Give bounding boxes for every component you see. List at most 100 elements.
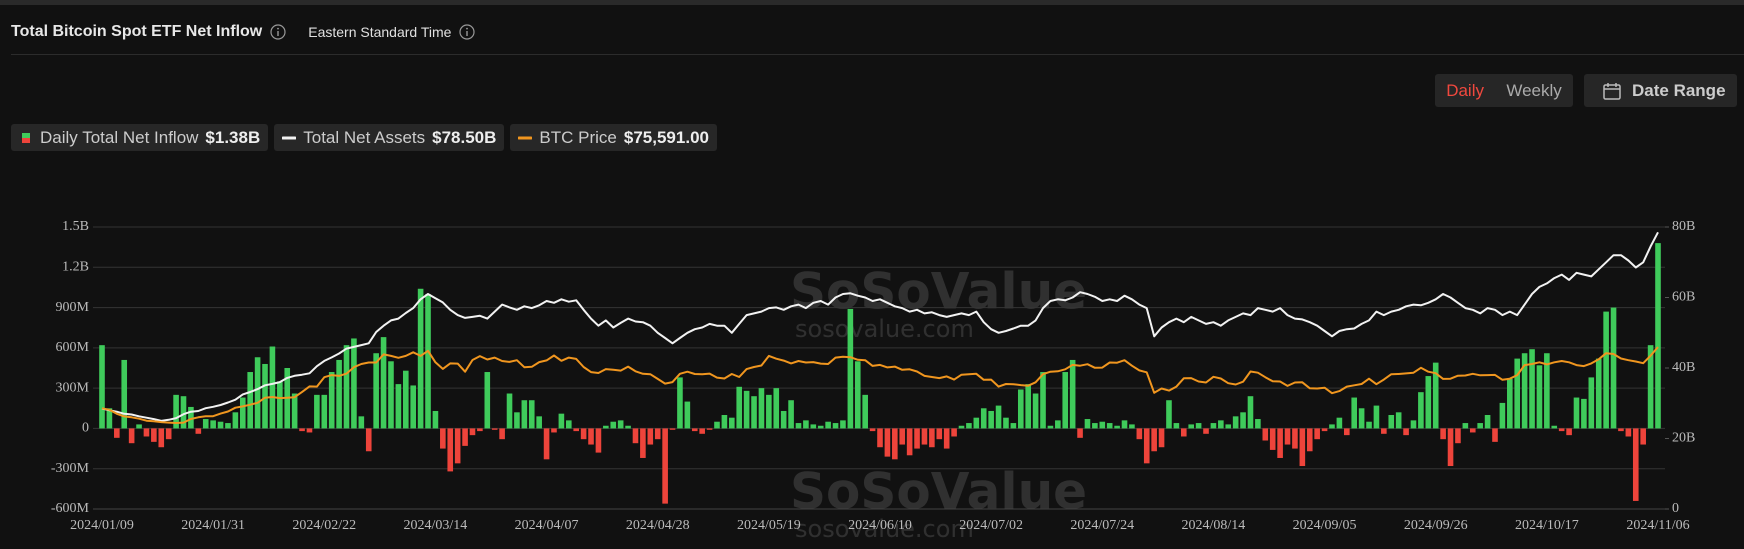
bar	[365, 428, 372, 452]
info-icon[interactable]	[270, 24, 286, 40]
y-tick-label: 1.5B	[62, 219, 89, 234]
bar	[980, 408, 987, 429]
bar	[1173, 423, 1180, 429]
bar	[1121, 420, 1128, 429]
bar	[691, 428, 698, 432]
bar	[291, 393, 298, 429]
legend-value: $1.38B	[205, 127, 261, 147]
bar	[803, 420, 809, 429]
x-tick-label: 2024/09/26	[1404, 518, 1468, 533]
daily-button[interactable]: Daily	[1446, 80, 1484, 100]
bar	[943, 428, 950, 449]
bar	[1447, 428, 1454, 467]
bar	[677, 377, 683, 429]
bar	[432, 410, 439, 429]
bar	[1647, 345, 1654, 429]
legend-item[interactable]: Total Net Assets $78.50B	[274, 124, 505, 151]
bar	[884, 428, 891, 457]
bar	[810, 424, 817, 429]
bar	[1573, 397, 1580, 429]
legend-icon	[518, 136, 533, 139]
bar	[914, 428, 920, 449]
bar	[929, 428, 935, 448]
bar	[1143, 428, 1150, 464]
bar	[1529, 349, 1535, 429]
bar	[647, 428, 654, 445]
bar	[1299, 428, 1306, 467]
date-range-button[interactable]: Date Range	[1584, 74, 1737, 107]
bar	[1655, 243, 1661, 429]
watermark-url: sosovalue.com	[795, 515, 974, 543]
bar	[128, 428, 135, 444]
bar	[758, 388, 765, 429]
bar	[447, 428, 454, 472]
bar	[136, 424, 142, 429]
bar	[1069, 359, 1076, 429]
legend-item[interactable]: Daily Total Net Inflow $1.38B	[11, 124, 269, 151]
bar	[1344, 428, 1350, 436]
bar	[351, 338, 357, 429]
bar	[899, 428, 906, 445]
bar	[1440, 428, 1446, 440]
bar	[573, 428, 580, 432]
y-tick-label: 600M	[56, 340, 90, 355]
legend-value: $75,591.00	[623, 127, 709, 147]
bar	[854, 361, 861, 429]
bar	[1136, 428, 1143, 440]
bar	[1499, 402, 1506, 429]
bar	[1055, 420, 1061, 429]
bar	[699, 428, 705, 434]
bar	[936, 428, 943, 440]
bar	[1610, 307, 1617, 429]
bar	[1603, 311, 1609, 429]
top-bar	[0, 0, 1744, 5]
bar	[721, 415, 728, 429]
x-tick-label: 2024/04/07	[515, 518, 579, 533]
bar	[1017, 389, 1024, 429]
bar	[1632, 428, 1639, 501]
bar	[373, 353, 379, 429]
bar	[1114, 425, 1120, 429]
bar	[640, 428, 646, 458]
bar	[736, 386, 743, 429]
legend: Daily Total Net Inflow $1.38B Total Net As…	[11, 124, 717, 151]
bar	[1336, 417, 1343, 429]
bar	[832, 423, 839, 429]
bar	[1625, 428, 1632, 437]
bar	[321, 394, 328, 429]
bar	[654, 428, 661, 440]
bar	[1166, 400, 1172, 429]
bar	[1588, 377, 1595, 429]
bar	[1558, 428, 1565, 432]
bar	[684, 401, 691, 429]
bar	[610, 421, 617, 429]
bar	[632, 428, 639, 444]
info-icon[interactable]	[459, 24, 476, 40]
bar	[499, 428, 505, 440]
bar	[1277, 428, 1283, 458]
bar	[1188, 424, 1194, 429]
bar	[973, 417, 980, 429]
bar	[1003, 417, 1009, 429]
bar	[106, 408, 113, 429]
bar	[417, 288, 424, 429]
bar	[1395, 412, 1402, 429]
legend-item[interactable]: BTC Price $75,591.00	[510, 124, 717, 151]
bar	[506, 393, 513, 429]
bar	[558, 413, 565, 429]
bar	[1410, 420, 1417, 429]
bar	[1232, 416, 1239, 429]
y-tick-label: 900M	[56, 300, 90, 315]
bar	[817, 425, 824, 429]
bar	[425, 294, 431, 429]
bar	[1040, 372, 1046, 429]
y2-tick-label: 60B	[1672, 290, 1695, 305]
bar	[1292, 428, 1298, 449]
x-tick-label: 2024/04/28	[626, 518, 690, 533]
bar	[528, 400, 535, 429]
x-tick-label: 2024/01/09	[70, 518, 134, 533]
bar	[1492, 428, 1498, 442]
bar	[225, 423, 231, 429]
weekly-button[interactable]: Weekly	[1506, 80, 1562, 100]
